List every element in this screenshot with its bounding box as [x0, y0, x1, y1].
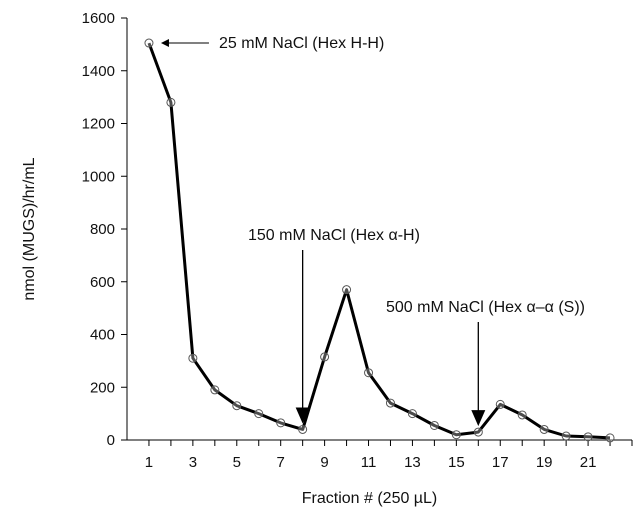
- x-tick-label: 1: [145, 454, 153, 471]
- data-point: [232, 401, 242, 411]
- annotations: 25 mM NaCl (Hex H-H) 150 mM NaCl (Hex α-H…: [160, 35, 585, 427]
- y-tick-label: 1600: [82, 10, 115, 27]
- annotation-label: 150 mM NaCl (Hex α-H): [248, 227, 420, 244]
- data-point: [298, 424, 308, 434]
- data-point: [385, 398, 395, 408]
- x-tick-label: 7: [277, 454, 285, 471]
- x-tick-label: 11: [361, 454, 377, 471]
- y-tick-label: 1200: [82, 116, 115, 133]
- data-point: [583, 432, 593, 442]
- data-point: [320, 352, 330, 362]
- annotation-arrowhead: [160, 39, 169, 48]
- data-point: [166, 97, 176, 107]
- annotation-arrowhead: [471, 410, 486, 427]
- y-tick-label: 0: [107, 432, 115, 449]
- annotation-arrowhead: [295, 407, 310, 424]
- data-point: [605, 433, 615, 443]
- x-tick-label: 21: [580, 454, 597, 471]
- y-axis-title: nmol (MUGS)/hr/mL: [21, 157, 38, 300]
- x-tick-label: 13: [404, 454, 421, 471]
- data-point: [144, 38, 154, 48]
- y-tick-label: 600: [90, 274, 115, 291]
- data-point: [473, 427, 483, 437]
- x-tick-label: 19: [536, 454, 553, 471]
- x-tick-label: 5: [233, 454, 241, 471]
- y-tick-label: 800: [90, 221, 115, 238]
- data-point: [254, 409, 264, 419]
- x-tick-label: 9: [320, 454, 328, 471]
- data-point: [276, 418, 286, 428]
- x-axis-title: Fraction # (250 µL): [302, 490, 438, 507]
- y-tick-label: 400: [90, 327, 115, 344]
- x-tick-label: 15: [448, 454, 465, 471]
- y-tick-label: 200: [90, 379, 115, 396]
- data-point: [495, 399, 505, 409]
- data-point: [364, 368, 374, 378]
- data-point: [429, 420, 439, 430]
- y-tick-label: 1000: [82, 168, 115, 185]
- data-point: [539, 424, 549, 434]
- data-point: [188, 353, 198, 363]
- x-tick-label: 17: [492, 454, 509, 471]
- data-point: [407, 409, 417, 419]
- data-point: [451, 430, 461, 440]
- series: [144, 38, 615, 443]
- x-tick-label: 3: [189, 454, 197, 471]
- annotation-label: 500 mM NaCl (Hex α–α (S)): [386, 299, 585, 316]
- y-tick-label: 1400: [82, 63, 115, 80]
- data-point: [517, 410, 527, 420]
- data-point: [561, 431, 571, 441]
- series-line: [147, 42, 611, 440]
- annotation-label: 25 mM NaCl (Hex H-H): [219, 35, 384, 52]
- data-point: [210, 385, 220, 395]
- data-point: [342, 285, 352, 295]
